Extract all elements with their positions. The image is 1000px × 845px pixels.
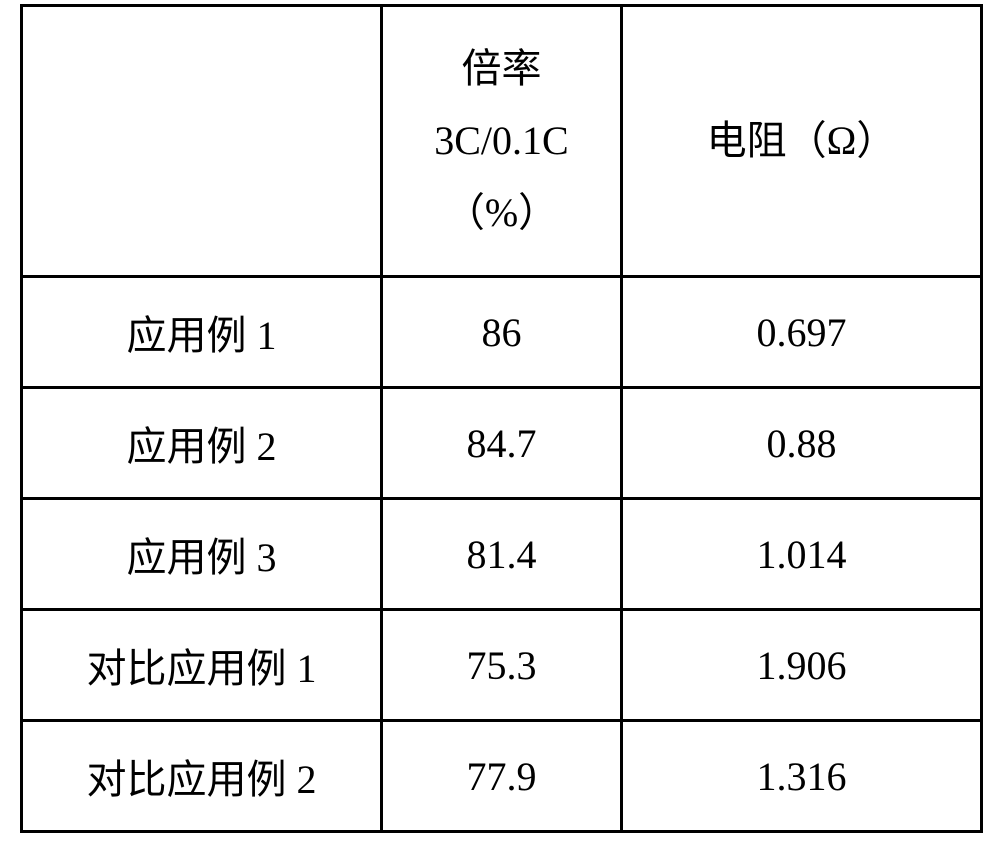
header-row: 倍率 3C/0.1C （%） 电阻（Ω）	[22, 6, 982, 277]
row-label: 应用例 3	[22, 499, 382, 610]
row-label: 应用例 1	[22, 277, 382, 388]
row-rate: 75.3	[382, 610, 622, 721]
row-resistance: 1.014	[622, 499, 982, 610]
row-resistance: 0.697	[622, 277, 982, 388]
header-rate-line1: 倍率	[462, 46, 542, 91]
table-body: 应用例 1 86 0.697 应用例 2 84.7 0.88 应用例 3 81.…	[22, 277, 982, 832]
page-container: 倍率 3C/0.1C （%） 电阻（Ω） 应用例 1 86 0.697 应用例 …	[0, 0, 1000, 845]
header-rate-line3: （%）	[445, 190, 558, 235]
table-header: 倍率 3C/0.1C （%） 电阻（Ω）	[22, 6, 982, 277]
table-row: 对比应用例 1 75.3 1.906	[22, 610, 982, 721]
data-table: 倍率 3C/0.1C （%） 电阻（Ω） 应用例 1 86 0.697 应用例 …	[20, 4, 983, 833]
row-resistance: 0.88	[622, 388, 982, 499]
row-rate: 86	[382, 277, 622, 388]
table-row: 应用例 3 81.4 1.014	[22, 499, 982, 610]
header-empty	[22, 6, 382, 277]
header-rate-line2: 3C/0.1C	[434, 118, 568, 163]
table-row: 应用例 1 86 0.697	[22, 277, 982, 388]
table-row: 应用例 2 84.7 0.88	[22, 388, 982, 499]
row-label: 对比应用例 1	[22, 610, 382, 721]
row-resistance: 1.316	[622, 721, 982, 832]
header-rate: 倍率 3C/0.1C （%）	[382, 6, 622, 277]
table-row: 对比应用例 2 77.9 1.316	[22, 721, 982, 832]
row-rate: 77.9	[382, 721, 622, 832]
row-rate: 84.7	[382, 388, 622, 499]
row-resistance: 1.906	[622, 610, 982, 721]
row-rate: 81.4	[382, 499, 622, 610]
row-label: 对比应用例 2	[22, 721, 382, 832]
row-label: 应用例 2	[22, 388, 382, 499]
header-resistance: 电阻（Ω）	[622, 6, 982, 277]
